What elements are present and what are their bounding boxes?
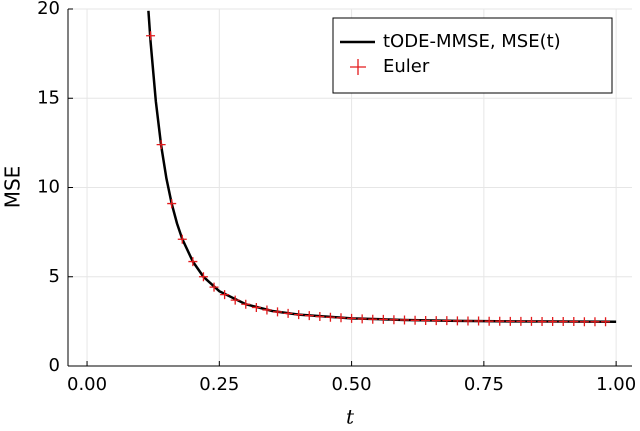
- legend-label: tODE-MMSE, MSE(t): [383, 31, 561, 52]
- marker: [241, 299, 251, 309]
- marker: [484, 316, 494, 326]
- legend: tODE-MMSE, MSE(t) Euler: [332, 17, 613, 94]
- marker: [463, 316, 473, 326]
- y-tick-label: 0: [49, 355, 60, 376]
- marker: [505, 316, 515, 326]
- y-tick-label: 15: [37, 87, 60, 108]
- plot-area: [146, 10, 617, 327]
- marker: [548, 317, 558, 327]
- x-tick-label: 1.00: [596, 374, 636, 395]
- marker: [399, 315, 409, 325]
- marker: [177, 234, 187, 244]
- marker: [167, 199, 177, 209]
- marker: [442, 316, 452, 326]
- marker: [526, 316, 536, 326]
- marker: [220, 290, 230, 300]
- x-axis-label: t: [346, 405, 355, 428]
- legend-marker: [350, 59, 366, 75]
- marker: [209, 282, 219, 292]
- marker: [294, 310, 304, 320]
- marker: [273, 307, 283, 317]
- marker: [558, 317, 568, 327]
- marker: [474, 316, 484, 326]
- marker: [188, 257, 198, 267]
- marker: [146, 31, 156, 41]
- marker: [537, 317, 547, 327]
- marker: [315, 312, 325, 322]
- marker: [378, 314, 388, 324]
- marker: [579, 317, 589, 327]
- marker: [325, 312, 335, 322]
- marker: [156, 140, 166, 150]
- legend-box: [332, 17, 613, 94]
- marker: [230, 295, 240, 305]
- marker: [421, 315, 431, 325]
- y-tick-label: 10: [37, 177, 60, 198]
- marker: [495, 316, 505, 326]
- marker: [357, 314, 367, 324]
- marker: [251, 302, 261, 312]
- marker: [389, 315, 399, 325]
- x-tick-label: 0.50: [332, 374, 372, 395]
- marker: [336, 313, 346, 323]
- marker: [569, 317, 579, 327]
- x-tick-label: 0.25: [199, 374, 239, 395]
- marker: [516, 316, 526, 326]
- marker: [304, 311, 314, 321]
- marker: [452, 316, 462, 326]
- marker: [347, 313, 357, 323]
- marker: [410, 315, 420, 325]
- y-tick-label: 20: [37, 0, 60, 19]
- marker: [262, 305, 272, 315]
- y-axis-label: MSE: [1, 166, 25, 209]
- marker: [431, 316, 441, 326]
- marker: [283, 308, 293, 318]
- y-tick-label: 5: [49, 266, 60, 287]
- x-tick-label: 0.75: [464, 374, 504, 395]
- x-tick-label: 0.00: [67, 374, 107, 395]
- marker: [368, 314, 378, 324]
- marker: [590, 317, 600, 327]
- legend-label: Euler: [383, 56, 430, 77]
- marker: [198, 272, 208, 282]
- marker: [601, 317, 611, 327]
